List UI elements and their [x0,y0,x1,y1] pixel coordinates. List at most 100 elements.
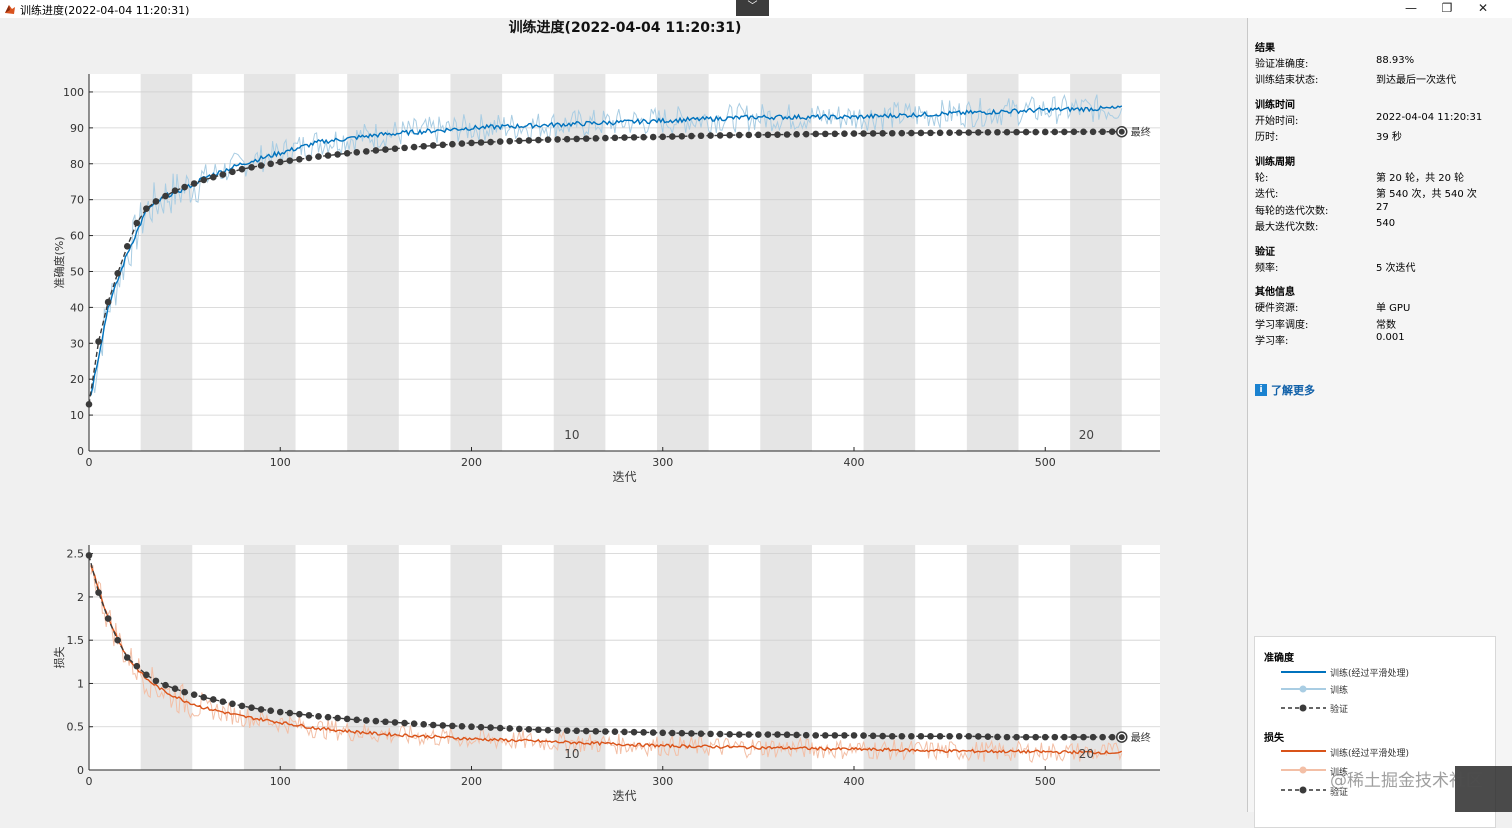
loss-validation-point [257,706,265,713]
loss-validation-point [802,731,810,739]
watermark: @稀土掘金技术社区 [1330,771,1483,791]
loss-validation-point [745,731,753,738]
loss-validation-point [363,717,370,724]
accuracy-validation-point [458,140,466,147]
loss-epoch-band [1070,545,1122,770]
accuracy-validation-point [592,135,600,142]
accuracy-validation-point [726,131,733,139]
loss-validation-point [85,552,93,559]
training-plots-area: 训练进度(2022-04-04 11:20:31) 0 10 20 30 40 50 60 70… [0,18,1247,812]
loss-validation-point [162,681,169,689]
close-button[interactable]: ✕ [1466,0,1500,18]
learn-more-link[interactable]: i 了解更多 [1255,382,1315,398]
accuracy-validation-point [1070,128,1078,136]
accuracy-validation-point [1003,128,1011,136]
loss-validation-point [95,589,102,596]
max-iter-label: 最大迭代次数: [1255,222,1319,233]
accuracy-validation-point [525,137,533,144]
status-value: 到达最后一次迭代 [1376,75,1456,86]
loss-x-tick-label: 500 [1035,775,1056,788]
loss-validation-point [630,728,638,736]
accuracy-epoch-band [863,74,916,451]
legend-loss-swatches [1281,750,1326,794]
loss-validation-point [888,732,896,740]
loss-y-tick-label: 1.5 [67,634,85,647]
accuracy-final-marker-label: 最终 [1131,126,1151,139]
restore-icon: ❐ [1441,1,1453,15]
accuracy-validation-point [210,173,217,181]
accuracy-validation-point [994,128,1001,136]
loss-epoch-label: 10 [564,747,579,761]
loss-validation-point [764,731,772,738]
loss-validation-point [190,691,198,699]
accuracy-validation-point [516,137,523,145]
loss-validation-point [267,707,274,715]
accuracy-validation-point [630,134,638,141]
loss-validation-point [1051,733,1059,741]
accuracy-validation-point [975,129,982,136]
cycle-header: 训练周期 [1255,157,1295,168]
figure-title: 训练进度(2022-04-04 11:20:31) [509,19,742,36]
accuracy-validation-point [554,136,561,143]
accuracy-epoch-band [243,74,296,451]
loss-validation-point [468,723,475,731]
accuracy-x-tick-label: 300 [652,456,673,469]
accuracy-epoch-band [1070,74,1122,451]
loss-validation-point [669,729,676,737]
loss-validation-point [659,729,667,737]
accuracy-x-axis-label: 迭代 [612,470,636,484]
loss-validation-point [143,671,150,679]
loss-validation-point [592,727,600,735]
loss-validation-point [296,710,303,718]
loss-validation-point [1089,733,1097,741]
learn-more-label: 了解更多 [1271,384,1315,397]
restore-button[interactable]: ❐ [1430,0,1464,18]
accuracy-validation-point [611,134,619,142]
lr-schedule-value: 常数 [1376,320,1396,331]
panel-divider[interactable] [1247,18,1248,812]
accuracy-x-tick-label: 100 [270,456,291,469]
accuracy-validation-point [324,152,332,159]
loss-epoch-band [243,545,296,770]
accuracy-validation-point [305,154,313,162]
other-info-header: 其他信息 [1255,287,1295,298]
loss-validation-point [372,717,380,725]
accuracy-epoch-label: 20 [1079,428,1094,442]
iteration-value: 第 540 次，共 540 次 [1376,189,1477,200]
loss-validation-point [315,713,322,720]
accuracy-validation-point [1080,128,1087,136]
accuracy-validation-point [181,183,188,191]
accuracy-validation-point [267,160,274,168]
collapse-toolstrip-button[interactable]: ﹀ [736,0,769,16]
minimize-button[interactable]: — [1394,0,1428,18]
loss-validation-point [1070,733,1078,741]
accuracy-y-tick-label: 90 [70,122,84,135]
accuracy-validation-point [133,219,141,227]
loss-validation-point [850,732,858,739]
accuracy-validation-point [1022,128,1030,136]
loss-validation-point [219,698,227,705]
accuracy-y-tick-label: 0 [77,445,84,458]
epoch-value: 第 20 轮，共 20 轮 [1376,173,1465,184]
accuracy-validation-point [229,168,236,176]
frequency-label: 频率: [1255,263,1279,274]
loss-x-tick-label: 200 [461,775,482,788]
loss-validation-point [812,732,820,739]
accuracy-validation-point [171,187,179,194]
accuracy-validation-point [296,155,303,163]
loss-validation-point [171,685,179,692]
accuracy-validation-point [802,130,810,138]
accuracy-validation-point [257,162,265,169]
accuracy-validation-point [439,141,447,149]
accuracy-validation-point [382,146,389,153]
minimize-icon: — [1405,1,1417,15]
corner-overlay [1455,766,1512,812]
loss-validation-point [535,726,542,734]
loss-validation-point [1099,733,1106,741]
accuracy-validation-point [764,131,772,139]
loss-validation-point [697,730,705,737]
loss-validation-point [133,662,141,670]
loss-validation-point [1013,733,1020,741]
accuracy-validation-point [582,135,590,142]
legend-loss-train-label: 训练 [1330,768,1349,778]
